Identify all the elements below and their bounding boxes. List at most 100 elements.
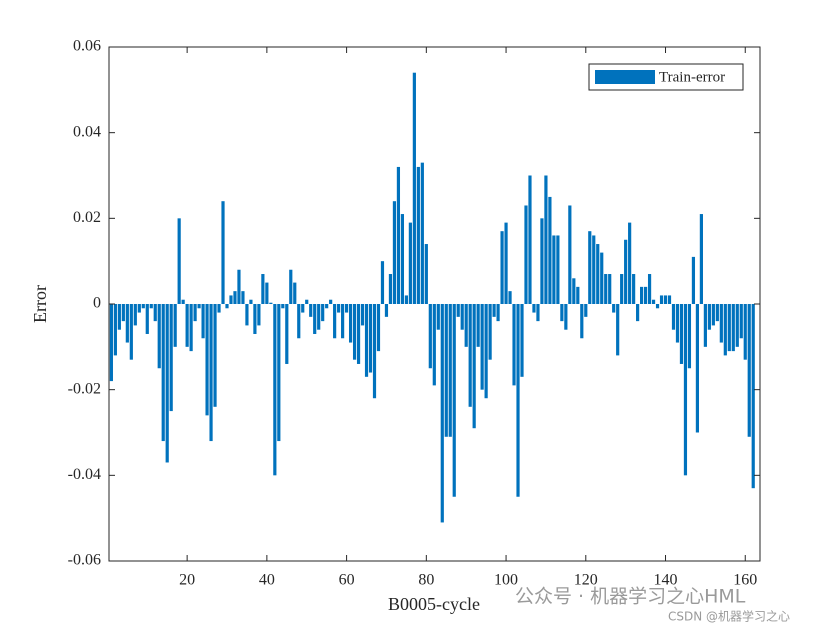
y-tick-label: 0.06 — [73, 38, 101, 55]
bar — [396, 166, 401, 304]
bar — [576, 286, 580, 304]
bar — [703, 304, 707, 347]
bar — [739, 304, 743, 339]
bar — [297, 304, 301, 339]
bar — [209, 304, 213, 442]
bar — [364, 304, 369, 377]
bar — [117, 304, 121, 330]
bar — [560, 304, 564, 322]
bar — [213, 304, 217, 407]
y-tick-label: -0.04 — [68, 466, 101, 483]
bar — [624, 239, 628, 304]
bar — [185, 304, 189, 347]
bar — [544, 175, 548, 304]
bar — [237, 269, 241, 304]
x-tick-label: 140 — [654, 572, 678, 589]
bar — [520, 304, 524, 377]
bar — [592, 235, 596, 304]
bar — [723, 304, 727, 356]
bar — [632, 274, 636, 304]
bar — [751, 304, 755, 489]
bar — [436, 304, 440, 330]
bar — [368, 304, 373, 373]
bar — [161, 304, 165, 442]
bar — [325, 304, 329, 309]
y-tick-label: 0.04 — [73, 123, 101, 140]
bar — [556, 235, 560, 304]
bar — [345, 304, 349, 313]
bar — [416, 166, 420, 304]
bar — [564, 304, 568, 330]
y-axis-label: Error — [30, 285, 50, 323]
bar — [663, 295, 668, 304]
y-tick-label: 0 — [93, 295, 101, 312]
bar — [265, 282, 269, 304]
bar — [125, 304, 129, 343]
bar — [476, 304, 480, 347]
bar — [468, 304, 472, 407]
bar — [588, 231, 592, 304]
bar — [580, 304, 584, 339]
bar — [217, 304, 221, 313]
bar — [643, 286, 648, 304]
bar — [600, 252, 604, 304]
bar — [440, 304, 444, 523]
bar — [337, 304, 341, 313]
bar — [636, 304, 640, 322]
bar — [540, 218, 544, 304]
bar — [528, 175, 532, 304]
bar — [372, 304, 377, 399]
bar — [225, 304, 229, 309]
bar — [145, 304, 149, 334]
x-tick-label: 160 — [733, 572, 757, 589]
bar — [408, 222, 412, 304]
y-tick-label: -0.06 — [68, 552, 101, 569]
bar — [428, 304, 432, 369]
bar — [743, 304, 747, 360]
bar — [699, 214, 703, 304]
bar — [747, 304, 751, 437]
bar — [608, 274, 612, 304]
bar — [456, 304, 460, 317]
bar — [464, 304, 468, 347]
bar — [452, 304, 456, 497]
watermark: CSDN @机器学习之心 — [668, 609, 790, 624]
bar — [392, 201, 397, 304]
bar — [671, 304, 676, 330]
bar — [651, 299, 656, 304]
bar — [285, 304, 289, 364]
bar — [432, 304, 436, 386]
bar — [253, 304, 257, 334]
bar — [109, 304, 113, 382]
bar — [524, 205, 528, 304]
bar — [448, 304, 452, 437]
bar — [189, 304, 193, 352]
bar — [149, 304, 153, 309]
bar — [548, 196, 552, 304]
bar — [277, 304, 281, 442]
bar — [273, 304, 277, 476]
bar — [707, 304, 711, 330]
bar — [675, 304, 680, 343]
y-tick-label: -0.02 — [68, 380, 101, 397]
bar — [444, 304, 448, 437]
x-tick-label: 80 — [418, 572, 434, 589]
x-tick-label: 100 — [494, 572, 518, 589]
bar — [620, 274, 624, 304]
bar — [400, 214, 405, 304]
bar — [289, 269, 293, 304]
bar — [221, 201, 225, 304]
bar — [516, 304, 520, 497]
bar — [484, 304, 488, 399]
bar — [640, 286, 644, 304]
bar — [352, 304, 357, 360]
bar — [341, 304, 345, 339]
bar — [113, 304, 117, 356]
bar — [647, 274, 652, 304]
bar — [500, 231, 504, 304]
bar — [321, 304, 325, 322]
bar — [691, 256, 696, 304]
bar — [504, 222, 508, 304]
bar — [492, 304, 496, 317]
